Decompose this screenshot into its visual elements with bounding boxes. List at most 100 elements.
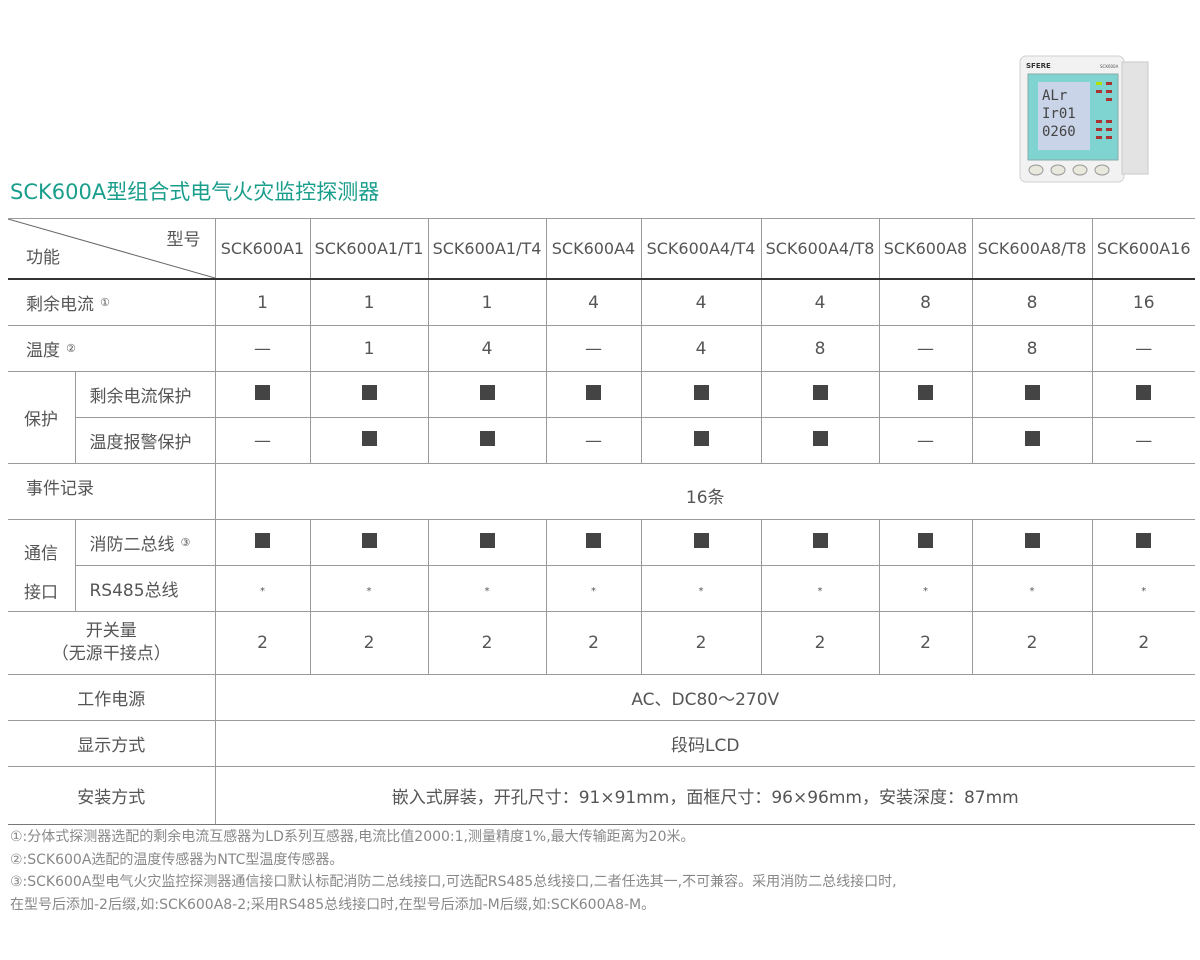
residual-protection-mark xyxy=(309,371,429,418)
filled-square-icon xyxy=(479,430,495,446)
group-label: 通信 xyxy=(24,543,58,564)
model-header: SCK600A1 xyxy=(214,218,311,280)
star-icon: * xyxy=(698,585,704,597)
temperature-value: 8 xyxy=(971,325,1093,372)
temp-protection-mark xyxy=(309,417,429,464)
switch-value: 2 xyxy=(545,611,642,675)
filled-square-icon xyxy=(479,384,495,400)
display-cell: 段码LCD xyxy=(214,720,1195,767)
rs485-mark: * xyxy=(427,565,547,612)
row-label: 工作电源 xyxy=(77,690,146,710)
filled-square-icon xyxy=(1024,430,1040,446)
fire-bus-mark xyxy=(545,519,642,566)
filled-square-icon xyxy=(693,384,709,400)
temperature-value: — xyxy=(545,325,642,372)
temperature-value: 4 xyxy=(427,325,547,372)
row-label: 开关量 xyxy=(85,621,137,641)
row-label-cell: 温度 ② xyxy=(8,325,216,372)
residual-current-value: 8 xyxy=(878,278,973,326)
filled-square-icon xyxy=(1136,532,1152,548)
residual-current-value: 4 xyxy=(545,278,642,326)
residual-protection-mark xyxy=(1091,371,1195,418)
model-header: SCK600A8 xyxy=(878,218,973,280)
residual-current-value: 4 xyxy=(760,278,880,326)
filled-square-icon xyxy=(361,430,377,446)
temperature-value: — xyxy=(1091,325,1195,372)
row-label-cell: 开关量 （无源干接点） xyxy=(8,611,216,675)
event-log-row: 事件记录 16条 xyxy=(8,463,1195,520)
switch-value: 2 xyxy=(1091,611,1195,675)
switch-value: 2 xyxy=(427,611,547,675)
temp-protection-mark xyxy=(427,417,547,464)
row-label-cell: 显示方式 xyxy=(8,720,216,767)
temp-protection-mark xyxy=(760,417,880,464)
row-label-sub: （无源干接点） xyxy=(51,644,171,664)
function-label: 功能 xyxy=(26,248,60,268)
power-cell: AC、DC80～270V xyxy=(214,674,1195,721)
display-value: 段码LCD xyxy=(671,736,740,756)
filled-square-icon xyxy=(479,532,495,548)
power-value: AC、DC80～270V xyxy=(631,690,780,710)
rs485-mark: * xyxy=(878,565,973,612)
rs485-mark: * xyxy=(545,565,642,612)
row-label: 事件记录 xyxy=(26,479,94,499)
star-icon: * xyxy=(1029,585,1035,597)
switch-value: 2 xyxy=(760,611,880,675)
model-header: SCK600A4 xyxy=(545,218,642,280)
residual-protection-mark xyxy=(214,371,311,418)
install-row: 安装方式 嵌入式屏装，开孔尺寸：91×91mm，面框尺寸：96×96mm，安装深度… xyxy=(8,766,1195,825)
footnote-ref: ① xyxy=(100,296,110,309)
residual-current-value: 4 xyxy=(640,278,762,326)
product-image: SFERE SCK600A ALr Ir01 0260 xyxy=(1019,55,1149,183)
group-label: 接口 xyxy=(24,582,58,603)
row-label-cell: 温度报警保护 xyxy=(74,417,216,464)
switch-value: 2 xyxy=(640,611,762,675)
rs485-mark: * xyxy=(760,565,880,612)
svg-text:Ir01: Ir01 xyxy=(1042,106,1076,122)
switch-value: 2 xyxy=(971,611,1093,675)
fire-bus-mark xyxy=(1091,519,1195,566)
switch-value: 2 xyxy=(214,611,311,675)
model-header: SCK600A1/T4 xyxy=(427,218,547,280)
comm-group-cell: 通信 接口 xyxy=(8,519,76,612)
row-label: 消防二总线 xyxy=(89,535,175,555)
temp-protection-value: — xyxy=(214,417,311,464)
temperature-row: 温度 ② —1 4—4 8—8— xyxy=(8,325,1195,372)
model-header: SCK600A1/T1 xyxy=(309,218,429,280)
comm-rs485-row: RS485总线 * * * * * * * * * xyxy=(8,565,1195,612)
temp-protection-value: — xyxy=(878,417,973,464)
temp-protection-value: — xyxy=(1091,417,1195,464)
row-label-cell: 消防二总线 ③ xyxy=(74,519,216,566)
model-header: SCK600A16 xyxy=(1091,218,1195,280)
temp-protection-mark xyxy=(971,417,1093,464)
residual-current-row: 剩余电流 ① 1 1 1 4 4 4 8 8 16 xyxy=(8,278,1195,326)
svg-text:0260: 0260 xyxy=(1042,124,1076,140)
fire-bus-mark xyxy=(309,519,429,566)
footnote-ref: ② xyxy=(66,342,76,355)
temperature-value: — xyxy=(878,325,973,372)
star-icon: * xyxy=(260,585,265,597)
row-label: RS485总线 xyxy=(89,581,179,601)
footnote-3: ③:SCK600A型电气火灾监控探测器通信接口默认标配消防二总线接口,可选配RS… xyxy=(10,874,897,890)
row-label: 温度 xyxy=(26,341,60,361)
spec-table: 型号 功能 SCK600A1 SCK600A1/T1 SCK600A1/T4 SCK6… xyxy=(8,218,1195,825)
footnote-1: ①:分体式探测器选配的剩余电流互感器为LD系列互感器,电流比值2000:1,测量… xyxy=(10,829,695,845)
event-log-cell: 16条 xyxy=(214,463,1195,520)
residual-protection-mark xyxy=(545,371,642,418)
filled-square-icon xyxy=(1024,384,1040,400)
event-log-value: 16条 xyxy=(685,488,725,508)
star-icon: * xyxy=(484,585,490,597)
footnotes: ①:分体式探测器选配的剩余电流互感器为LD系列互感器,电流比值2000:1,测量… xyxy=(10,826,897,916)
model-header: SCK600A8/T8 xyxy=(971,218,1093,280)
filled-square-icon xyxy=(1136,384,1152,400)
filled-square-icon xyxy=(361,532,377,548)
rs485-mark: * xyxy=(309,565,429,612)
residual-current-value: 1 xyxy=(309,278,429,326)
model-header: SCK600A4/T8 xyxy=(760,218,880,280)
svg-text:ALr: ALr xyxy=(1042,88,1067,104)
residual-protection-mark xyxy=(427,371,547,418)
temperature-value: 1 xyxy=(309,325,429,372)
residual-protection-mark xyxy=(760,371,880,418)
rs485-mark: * xyxy=(1091,565,1195,612)
header-row: 型号 功能 SCK600A1 SCK600A1/T1 SCK600A1/T4 SCK6… xyxy=(8,218,1195,280)
